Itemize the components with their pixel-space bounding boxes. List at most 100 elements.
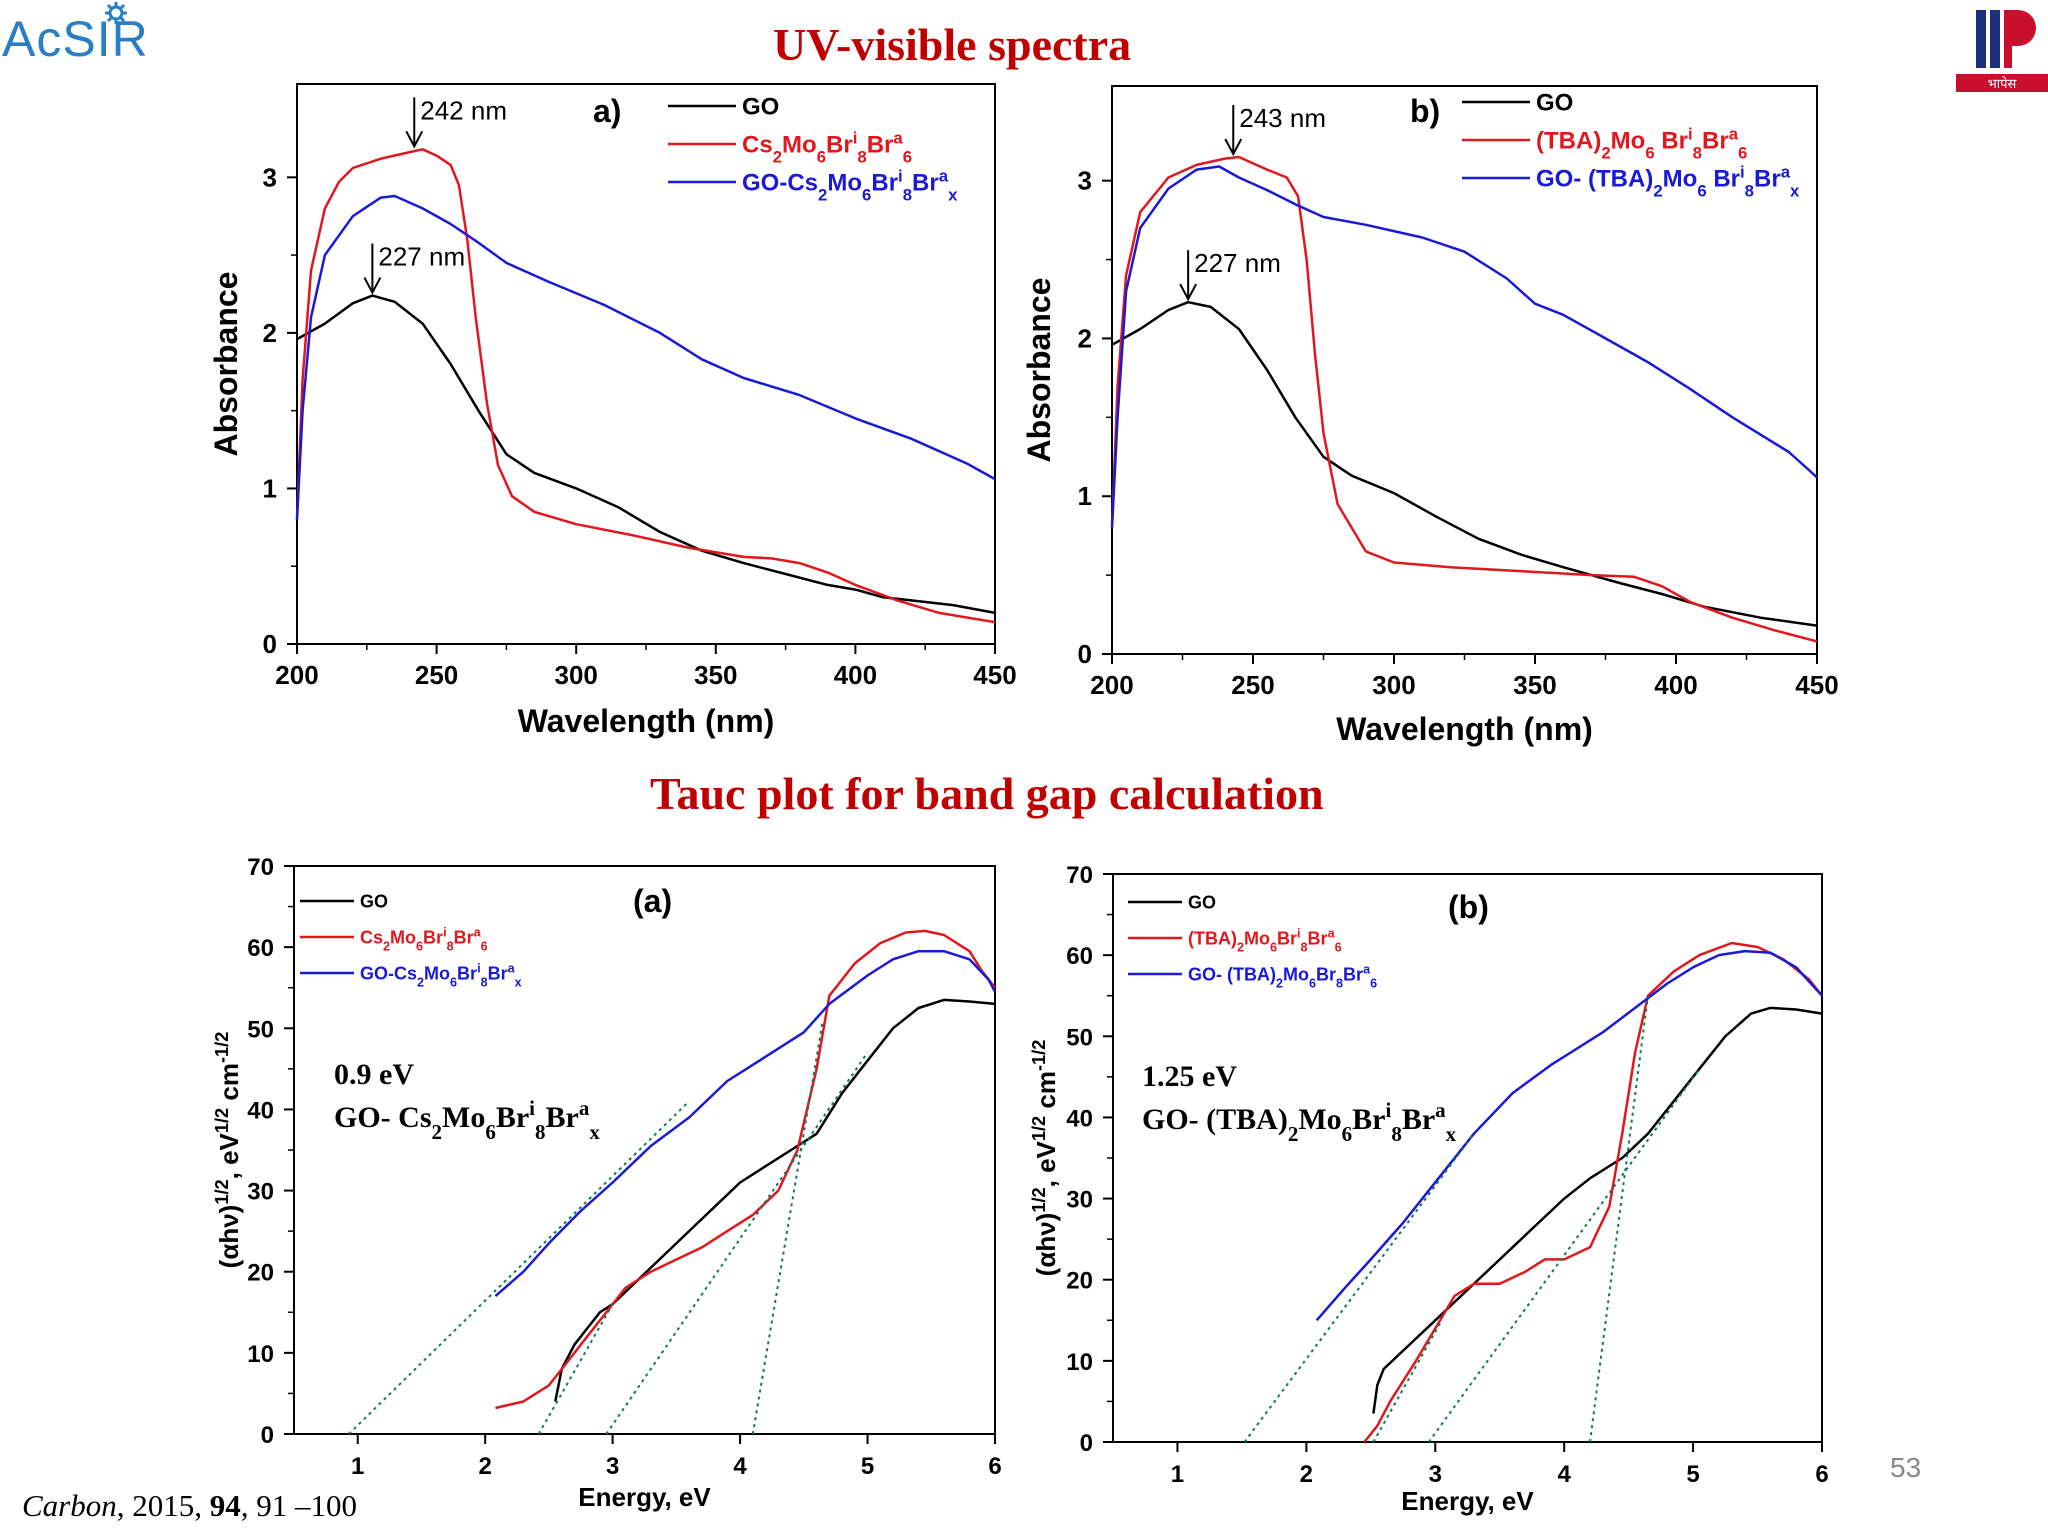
plot-frame bbox=[293, 865, 996, 1435]
composite-formula-part: x bbox=[1446, 1122, 1457, 1146]
legend-label-part: 8 bbox=[481, 975, 488, 989]
legend-label-part: Br bbox=[1277, 928, 1297, 948]
legend-label-part: 6 bbox=[1270, 940, 1277, 954]
peak-label: 227 nm bbox=[1194, 248, 1281, 278]
panel-label: (b) bbox=[1448, 889, 1489, 925]
x-tick-label: 4 bbox=[733, 1453, 747, 1480]
peak-arrow-head bbox=[405, 130, 424, 149]
legend-label-part: (TBA) bbox=[1188, 928, 1237, 948]
series-line-go bbox=[296, 294, 996, 615]
y-tick-label: 40 bbox=[1066, 1105, 1093, 1132]
x-tick-label: 300 bbox=[1372, 670, 1415, 700]
series-line-cs2mo6bri8bra6 bbox=[295, 148, 996, 624]
legend-label-part: GO bbox=[1188, 892, 1216, 912]
composite-formula-part: 8 bbox=[1391, 1122, 1402, 1146]
legend-label-part: a bbox=[1363, 962, 1371, 976]
y-axis-label-part: 1/2 bbox=[1029, 1116, 1049, 1141]
panel-label: (a) bbox=[633, 883, 672, 919]
iip-logo-text: भापेस bbox=[1988, 76, 2017, 91]
legend-label-part: 6 bbox=[1738, 143, 1747, 162]
legend-label-part: 2 bbox=[773, 147, 782, 166]
series-line--tba-2mo6-bri8bra6 bbox=[1110, 155, 1818, 643]
x-tick-label: 350 bbox=[694, 660, 737, 690]
composite-formula-part: i bbox=[529, 1096, 535, 1120]
x-tick-label: 3 bbox=[1429, 1461, 1442, 1488]
y-tick-label: 3 bbox=[263, 162, 277, 192]
legend-label-part: GO- (TBA) bbox=[1188, 964, 1276, 984]
legend-label-part: x bbox=[948, 185, 958, 204]
composite-formula-part: a bbox=[1435, 1098, 1446, 1122]
y-axis-label-part: cm bbox=[214, 1063, 244, 1108]
series-line-go-tba-2mo6-bri8brax bbox=[1110, 165, 1818, 528]
y-axis-label: Absorbance bbox=[1021, 278, 1057, 463]
citation: Carbon, 2015, 94, 91 –100 bbox=[22, 1488, 357, 1524]
citation-volume: 94 bbox=[209, 1488, 241, 1523]
y-tick-label: 0 bbox=[1078, 639, 1092, 669]
composite-formula: GO- Cs2Mo6Bri8Brax bbox=[334, 1096, 600, 1144]
x-tick-label: 6 bbox=[1815, 1461, 1828, 1488]
x-tick-label: 5 bbox=[861, 1453, 874, 1480]
composite-formula-part: Br bbox=[1352, 1103, 1385, 1136]
legend-label-part: 2 bbox=[1276, 976, 1283, 990]
series-line-fit-cluster bbox=[1589, 995, 1649, 1443]
y-axis-label: Absorbance bbox=[208, 272, 244, 457]
legend-label-part: 2 bbox=[417, 975, 424, 989]
peak-arrow-head bbox=[1179, 283, 1198, 302]
x-tick-label: 6 bbox=[988, 1453, 1001, 1480]
legend-label-part: 6 bbox=[450, 975, 457, 989]
x-tick-label: 2 bbox=[1300, 1461, 1313, 1488]
legend-label: GO-Cs2Mo6Bri8Brax bbox=[360, 961, 522, 989]
legend-label-part: i bbox=[853, 128, 858, 147]
legend-label-part: i bbox=[1688, 124, 1693, 143]
composite-formula-part: 6 bbox=[1342, 1122, 1353, 1146]
y-tick-label: 40 bbox=[247, 1097, 274, 1124]
legend-label-part: Cs bbox=[360, 927, 383, 947]
legend-label-part: 2 bbox=[1601, 143, 1610, 162]
legend-label-part: 6 bbox=[1309, 976, 1316, 990]
legend-label: Cs2Mo6Bri8Bra6 bbox=[360, 925, 488, 953]
legend-label-part: Br bbox=[867, 131, 894, 158]
legend-label-part: GO bbox=[360, 891, 388, 911]
legend-label-part: i bbox=[443, 925, 447, 939]
x-axis-label: Wavelength (nm) bbox=[518, 703, 775, 739]
composite-formula-part: 2 bbox=[1288, 1122, 1299, 1146]
y-axis-label-part: , eV bbox=[214, 1132, 244, 1179]
uv-section-title: UV-visible spectra bbox=[773, 19, 1132, 70]
peak-arrow-head bbox=[363, 277, 382, 295]
y-axis-label-part: 1/2 bbox=[212, 1108, 232, 1133]
y-tick-label: 0 bbox=[263, 629, 277, 659]
legend-label: GO bbox=[360, 891, 388, 911]
legend-label-part: i bbox=[1740, 162, 1745, 181]
series-line-go bbox=[1111, 300, 1818, 627]
legend-label-part: Br bbox=[1702, 127, 1729, 154]
tauc-section-title: Tauc plot for band gap calculation bbox=[650, 768, 1324, 819]
peak-label: 243 nm bbox=[1239, 103, 1326, 133]
y-tick-label: 70 bbox=[1066, 862, 1093, 889]
composite-formula-part: Br bbox=[1402, 1103, 1435, 1136]
x-tick-label: 2 bbox=[479, 1453, 492, 1480]
y-tick-label: 50 bbox=[1066, 1024, 1093, 1051]
composite-formula-part: GO- Cs bbox=[334, 1101, 432, 1134]
legend-label-part: Mo bbox=[1663, 165, 1698, 192]
x-tick-label: 450 bbox=[1795, 670, 1838, 700]
series-line-fit-composite bbox=[348, 1100, 690, 1435]
legend-label-part: Mo bbox=[827, 169, 862, 196]
legend-label-part: 6 bbox=[416, 939, 423, 953]
y-tick-label: 20 bbox=[1066, 1268, 1093, 1295]
plot-frame bbox=[1112, 873, 1823, 1443]
x-tick-label: 300 bbox=[555, 660, 598, 690]
legend-label-part: 6 bbox=[1335, 940, 1342, 954]
y-tick-label: 30 bbox=[247, 1179, 274, 1206]
legend-label-part: 2 bbox=[1653, 181, 1662, 200]
y-axis-label-part: (αhν) bbox=[214, 1205, 244, 1269]
x-axis-label: Energy, eV bbox=[578, 1482, 711, 1512]
legend-label-part: Br bbox=[423, 927, 443, 947]
legend-label-part: Br bbox=[454, 927, 474, 947]
x-tick-label: 200 bbox=[275, 660, 318, 690]
y-tick-label: 2 bbox=[1078, 323, 1092, 353]
series-line-go-cs2mo6bri8brax bbox=[295, 194, 996, 520]
legend-label-part: 8 bbox=[903, 185, 912, 204]
composite-formula-part: GO- (TBA) bbox=[1142, 1103, 1288, 1136]
uv-chart-a: 200 250 300 350 400 450 0 1 2 3 Wavelength (nm) Abs… bbox=[200, 80, 1020, 760]
legend-label-part: x bbox=[1790, 181, 1800, 200]
